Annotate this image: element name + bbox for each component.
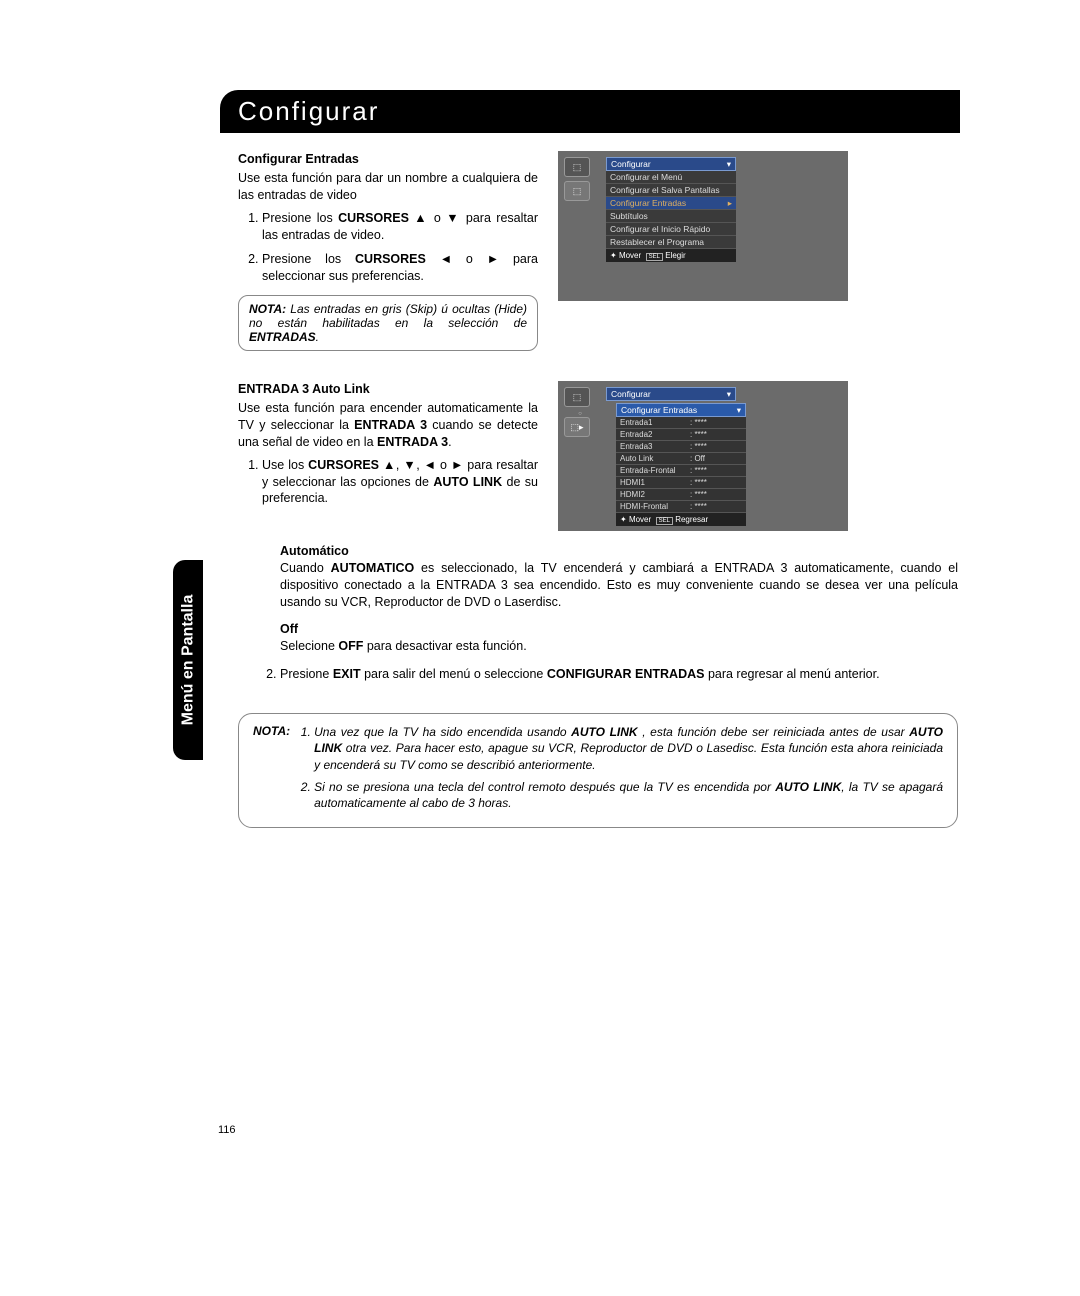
section-configurar-entradas: Configurar Entradas Use esta función par… <box>238 151 538 351</box>
heading: Automático <box>280 543 958 560</box>
note-item: Si no se presiona una tecla del control … <box>314 779 943 811</box>
menu-item: Restablecer el Programa <box>606 236 736 249</box>
menu-item: Entrada2: **** <box>616 429 746 441</box>
device-icon: ⬚ <box>564 181 590 201</box>
menu-footer: ✦ Mover SEL Elegir <box>606 249 736 262</box>
menu-item: Configurar el Inicio Rápido <box>606 223 736 236</box>
heading: Off <box>280 621 958 638</box>
side-tab: Menú en Pantalla <box>173 560 203 760</box>
paragraph: Selecione OFF para desactivar esta funci… <box>280 638 958 655</box>
paragraph: Cuando AUTOMATICO es seleccionado, la TV… <box>280 560 958 611</box>
step-2: Presione EXIT para salir del menú o sele… <box>280 666 958 683</box>
step-2: Presione los CURSORES ◄ o ► para selecci… <box>262 251 538 285</box>
tv-screenshot-2: ⬚ ○ ⬚▸ Configurar ▾ Configurar Entradas … <box>558 381 848 531</box>
heading: ENTRADA 3 Auto Link <box>238 381 538 398</box>
intro: Use esta función para dar un nombre a cu… <box>238 170 538 204</box>
menu-dropdown: Configurar ▾ <box>606 157 736 171</box>
section-automatico: Automático Cuando AUTOMATICO es seleccio… <box>238 543 958 654</box>
section-step2: Presione EXIT para salir del menú o sele… <box>238 666 958 683</box>
page-number: 116 <box>218 1124 236 1136</box>
note-item: Una vez que la TV ha sido encendida usan… <box>314 724 943 773</box>
step-1: Use los CURSORES ▲, ▼, ◄ o ► para resalt… <box>262 457 538 508</box>
menu-item: HDMI1: **** <box>616 477 746 489</box>
page-title: Configurar <box>220 90 960 133</box>
menu-item: Configurar el Salva Pantallas <box>606 184 736 197</box>
menu-item: Entrada1: **** <box>616 417 746 429</box>
tv-screenshot-1: ⬚ ⬚ Configurar ▾ Configurar el Menú Conf… <box>558 151 848 301</box>
menu-item: Auto Link: Off <box>616 453 746 465</box>
intro: Use esta función para encender automatic… <box>238 400 538 451</box>
menu-item: HDMI-Frontal: **** <box>616 501 746 513</box>
side-tab-label: Menú en Pantalla <box>179 595 197 726</box>
sub-dropdown: Configurar Entradas ▾ <box>616 403 746 417</box>
heading: Configurar Entradas <box>238 151 538 168</box>
menu-item: Entrada3: **** <box>616 441 746 453</box>
menu-item: Subtítulos <box>606 210 736 223</box>
section-autolink: ENTRADA 3 Auto Link Use esta función par… <box>238 381 538 515</box>
menu-item: Configurar el Menú <box>606 171 736 184</box>
device-icon: ⬚▸ <box>564 417 590 437</box>
menu-footer: ✦ Mover SEL Regresar <box>616 513 746 526</box>
step-1: Presione los CURSORES ▲ o ▼ para resalta… <box>262 210 538 244</box>
menu-item-selected: Configurar Entradas▸ <box>606 197 736 210</box>
menu-item: HDMI2: **** <box>616 489 746 501</box>
note-box-wide: NOTA: Una vez que la TV ha sido encendid… <box>238 713 958 828</box>
menu-item: Entrada-Frontal: **** <box>616 465 746 477</box>
menu-dropdown: Configurar ▾ <box>606 387 736 401</box>
device-icon: ⬚ <box>564 157 590 177</box>
device-icon: ⬚ <box>564 387 590 407</box>
note-box: NOTA: Las entradas en gris (Skip) ú ocul… <box>238 295 538 351</box>
page: Configurar Configurar Entradas Use esta … <box>200 90 960 828</box>
